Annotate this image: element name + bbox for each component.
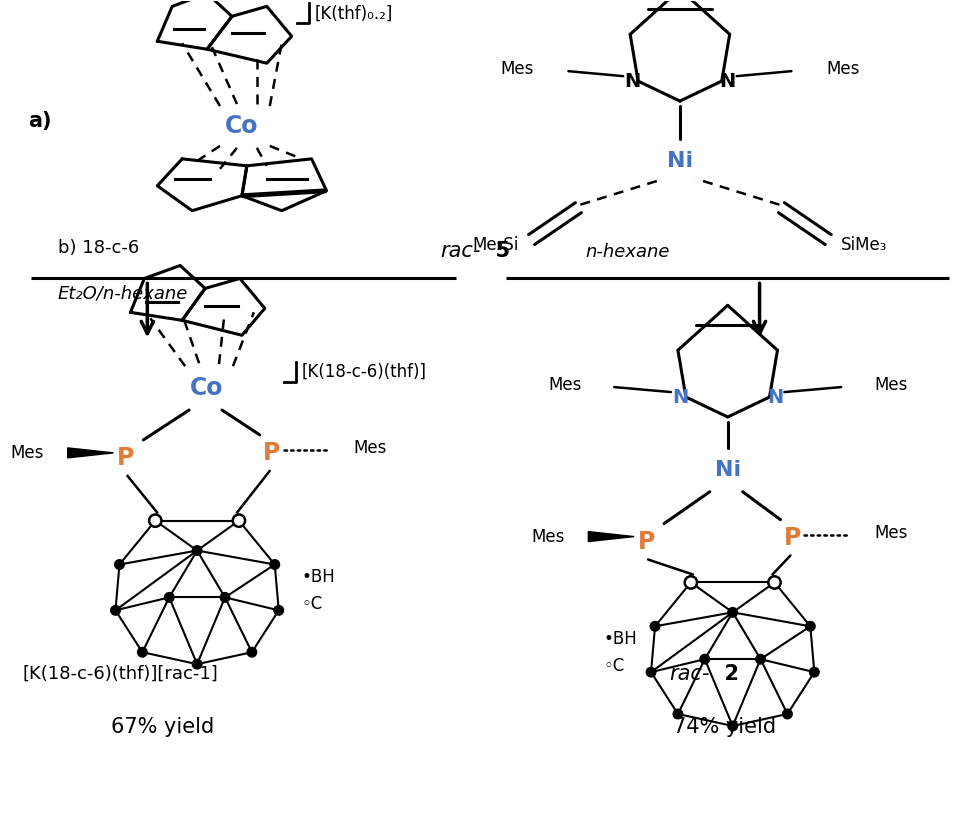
Text: Co: Co	[190, 376, 224, 400]
Circle shape	[165, 593, 174, 603]
Text: [K(18-c-6)(thf)]: [K(18-c-6)(thf)]	[301, 364, 426, 381]
Text: Ni: Ni	[667, 151, 693, 171]
Text: [K(thf)₀.₂]: [K(thf)₀.₂]	[315, 4, 393, 22]
Circle shape	[220, 593, 230, 603]
Circle shape	[138, 647, 147, 657]
Text: •BH: •BH	[301, 569, 335, 587]
Text: Mes: Mes	[548, 376, 581, 394]
Circle shape	[783, 709, 793, 719]
Circle shape	[270, 559, 279, 569]
Circle shape	[756, 654, 766, 664]
Text: 74% yield: 74% yield	[673, 717, 776, 737]
Circle shape	[114, 559, 124, 569]
Circle shape	[685, 576, 697, 588]
Circle shape	[700, 654, 709, 664]
Text: Mes: Mes	[827, 60, 860, 78]
Text: Co: Co	[225, 114, 259, 138]
Text: 2: 2	[709, 664, 738, 684]
Text: Mes: Mes	[874, 376, 907, 394]
Circle shape	[646, 667, 656, 677]
Text: 67% yield: 67% yield	[110, 717, 214, 737]
Circle shape	[110, 606, 120, 615]
Text: Et₂O/n-hexane: Et₂O/n-hexane	[58, 285, 188, 302]
Circle shape	[768, 576, 781, 588]
Text: rac-: rac-	[441, 241, 481, 261]
Circle shape	[274, 606, 284, 615]
Text: P: P	[784, 525, 801, 549]
Circle shape	[192, 546, 202, 555]
Text: Me₃Si: Me₃Si	[472, 236, 518, 254]
Text: P: P	[263, 441, 280, 465]
Circle shape	[650, 622, 660, 631]
Circle shape	[673, 709, 683, 719]
Circle shape	[805, 622, 815, 631]
Circle shape	[728, 721, 737, 730]
Polygon shape	[588, 531, 634, 541]
Circle shape	[192, 659, 202, 669]
Text: a): a)	[28, 111, 51, 131]
Text: rac-: rac-	[670, 664, 709, 684]
Circle shape	[233, 515, 245, 527]
Circle shape	[247, 647, 257, 657]
Text: N: N	[767, 388, 784, 407]
Text: Mes: Mes	[500, 60, 534, 78]
Text: n-hexane: n-hexane	[585, 242, 670, 261]
Text: ◦C: ◦C	[604, 657, 624, 675]
Text: Mes: Mes	[354, 439, 387, 456]
Polygon shape	[68, 448, 113, 458]
Text: P: P	[638, 530, 655, 554]
Text: ◦C: ◦C	[301, 595, 323, 613]
Text: b) 18-c-6: b) 18-c-6	[58, 238, 139, 256]
Text: [K(18-c-6)(thf)][rac-1]: [K(18-c-6)(thf)][rac-1]	[23, 665, 219, 683]
Text: N: N	[624, 71, 641, 90]
Text: •BH: •BH	[604, 630, 637, 648]
Text: Mes: Mes	[531, 528, 564, 545]
Circle shape	[809, 667, 819, 677]
Circle shape	[149, 515, 162, 527]
Circle shape	[728, 608, 737, 618]
Text: P: P	[116, 446, 134, 470]
Text: N: N	[720, 71, 735, 90]
Text: Ni: Ni	[714, 460, 740, 480]
Text: Mes: Mes	[874, 524, 907, 542]
Text: Mes: Mes	[11, 444, 44, 461]
Text: SiMe₃: SiMe₃	[841, 236, 888, 254]
Text: 5: 5	[481, 241, 510, 261]
Text: N: N	[672, 388, 688, 407]
